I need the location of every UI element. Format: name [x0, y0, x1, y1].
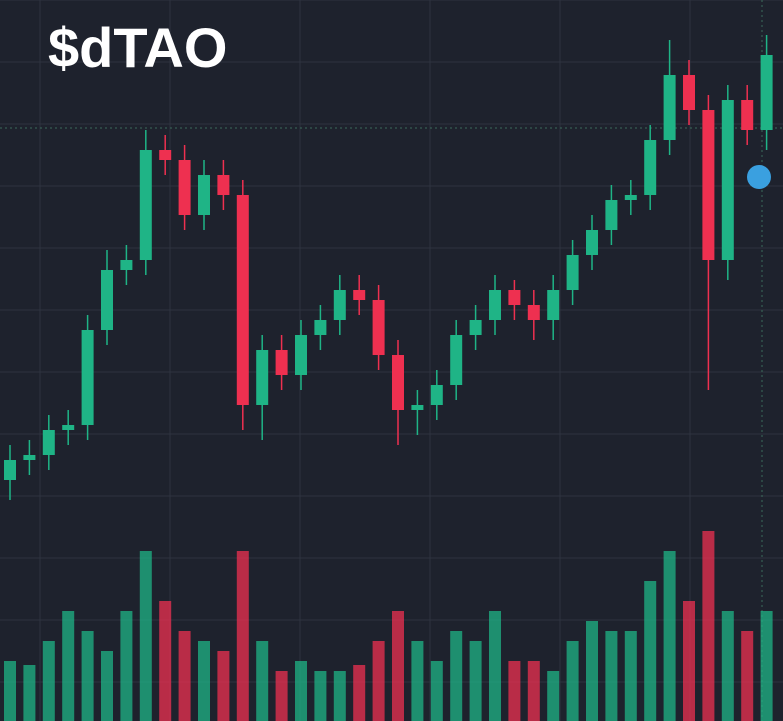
marks [4, 35, 773, 721]
volume-bar [62, 611, 75, 721]
candle-body [644, 140, 657, 195]
volume-bar [489, 611, 501, 721]
candle-body [217, 175, 230, 195]
candle-body [586, 230, 598, 255]
candle-body [450, 335, 463, 385]
volume-bar [566, 641, 579, 721]
volume-bar [624, 631, 637, 721]
chart-title: $dTAO [48, 16, 227, 79]
volume-bar [702, 531, 715, 721]
current-marker [747, 165, 771, 189]
volume-bar [236, 551, 249, 721]
volume-bar [295, 661, 307, 721]
candle-body [42, 430, 55, 455]
candle-body [101, 270, 113, 330]
candle-body [333, 290, 346, 320]
candle-body [392, 355, 404, 410]
candle-body [256, 350, 269, 405]
candle-body [178, 160, 191, 215]
volume-bar [314, 671, 327, 721]
volume-bar [159, 601, 172, 721]
volume-bar [4, 661, 16, 721]
volume-bar [217, 651, 230, 721]
candle-body [23, 455, 36, 460]
volume-bar [663, 551, 676, 721]
candle-body [275, 350, 288, 375]
volume-bar [430, 661, 443, 721]
candle-body [721, 100, 734, 260]
candle-body [683, 75, 695, 110]
candle-body [624, 195, 637, 200]
candle-body [605, 200, 618, 230]
candle-body [62, 425, 75, 430]
candle-body [4, 460, 16, 480]
volume-bar [644, 581, 657, 721]
candle-body [663, 75, 676, 140]
volume-bar [508, 661, 521, 721]
volume-bar [81, 631, 94, 721]
volume-bar [683, 601, 695, 721]
volume-bar [178, 631, 191, 721]
volume-bar [120, 611, 133, 721]
volume-bar [450, 631, 463, 721]
candle-body [81, 330, 94, 425]
volume-bar [547, 671, 560, 721]
volume-bar [741, 631, 754, 721]
candle-body [372, 300, 385, 355]
candle-body [469, 320, 482, 335]
candle-body [314, 320, 327, 335]
volume-bar [411, 641, 424, 721]
volume-bar [23, 665, 36, 721]
volume-bar [469, 641, 482, 721]
candle-body [139, 150, 152, 260]
volume-bar [139, 551, 152, 721]
candle-body [547, 290, 560, 320]
volume-bar [42, 641, 55, 721]
volume-bar [101, 651, 113, 721]
volume-bar [721, 611, 734, 721]
volume-bar [333, 671, 346, 721]
candle-body [411, 405, 424, 410]
candle-body [198, 175, 210, 215]
candle-body [760, 55, 773, 130]
candle-body [120, 260, 133, 270]
candle-body [353, 290, 366, 300]
volume-bar [760, 611, 773, 721]
candle-body [741, 100, 754, 130]
candle-body [489, 290, 501, 320]
volume-bar [275, 671, 288, 721]
candle-body [430, 385, 443, 405]
candle-body [566, 255, 579, 290]
candle-body [527, 305, 540, 320]
volume-bar [605, 631, 618, 721]
volume-bar [392, 611, 404, 721]
candle-body [159, 150, 172, 160]
candle-body [508, 290, 521, 305]
volume-bar [256, 641, 269, 721]
volume-bar [353, 665, 366, 721]
candle-body [702, 110, 715, 260]
volume-bar [527, 661, 540, 721]
volume-bar [586, 621, 598, 721]
candle-body [295, 335, 307, 375]
volume-bar [372, 641, 385, 721]
volume-bar [198, 641, 210, 721]
candle-body [236, 195, 249, 405]
